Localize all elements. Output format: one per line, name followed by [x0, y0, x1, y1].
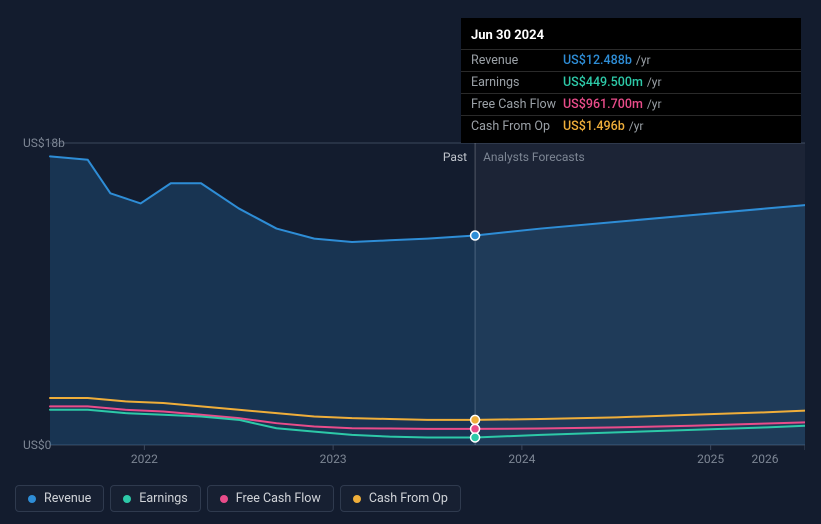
svg-text:2024: 2024 [508, 452, 535, 466]
tooltip-metric-value: US$961.700m [563, 97, 643, 112]
svg-text:2026: 2026 [752, 452, 779, 466]
tooltip-metric-value: US$12.488b [563, 53, 632, 68]
legend-item-earnings[interactable]: Earnings [110, 485, 200, 512]
tooltip-metric-suffix: /yr [647, 97, 662, 111]
tooltip-metric-value: US$1.496b [563, 119, 625, 134]
legend-dot [123, 495, 131, 503]
tooltip-row: EarningsUS$449.500m/yr [461, 71, 801, 93]
tooltip-metric-suffix: /yr [629, 119, 644, 133]
legend-item-free-cash-flow[interactable]: Free Cash Flow [207, 485, 334, 512]
tooltip-metric-label: Cash From Op [471, 119, 563, 134]
tooltip-metric-value: US$449.500m [563, 75, 643, 90]
legend-dot [220, 495, 228, 503]
legend-label: Earnings [139, 491, 187, 506]
tooltip-row: Free Cash FlowUS$961.700m/yr [461, 93, 801, 115]
legend-label: Free Cash Flow [236, 491, 321, 506]
tooltip-date: Jun 30 2024 [461, 24, 801, 49]
legend-label: Revenue [44, 491, 91, 506]
tooltip-metric-label: Earnings [471, 75, 563, 90]
svg-text:2023: 2023 [320, 452, 347, 466]
tooltip-metric-suffix: /yr [647, 75, 662, 89]
svg-text:2025: 2025 [697, 452, 724, 466]
svg-text:2022: 2022 [131, 452, 158, 466]
chart-tooltip: Jun 30 2024 RevenueUS$12.488b/yrEarnings… [461, 18, 801, 143]
tooltip-metric-suffix: /yr [636, 53, 651, 67]
tooltip-metric-label: Revenue [471, 53, 563, 68]
legend-item-revenue[interactable]: Revenue [15, 485, 104, 512]
svg-text:Analysts Forecasts: Analysts Forecasts [483, 150, 585, 164]
tooltip-row: Cash From OpUS$1.496b/yr [461, 115, 801, 137]
tooltip-metric-label: Free Cash Flow [471, 97, 563, 112]
legend-label: Cash From Op [369, 491, 448, 506]
chart-legend: Revenue Earnings Free Cash Flow Cash From O… [15, 485, 461, 512]
legend-dot [28, 495, 36, 503]
tooltip-row: RevenueUS$12.488b/yr [461, 49, 801, 71]
svg-text:US$18b: US$18b [23, 136, 65, 150]
svg-text:US$0: US$0 [23, 438, 52, 452]
legend-dot [353, 495, 361, 503]
legend-item-cash-from-op[interactable]: Cash From Op [340, 485, 461, 512]
svg-text:Past: Past [443, 150, 467, 164]
